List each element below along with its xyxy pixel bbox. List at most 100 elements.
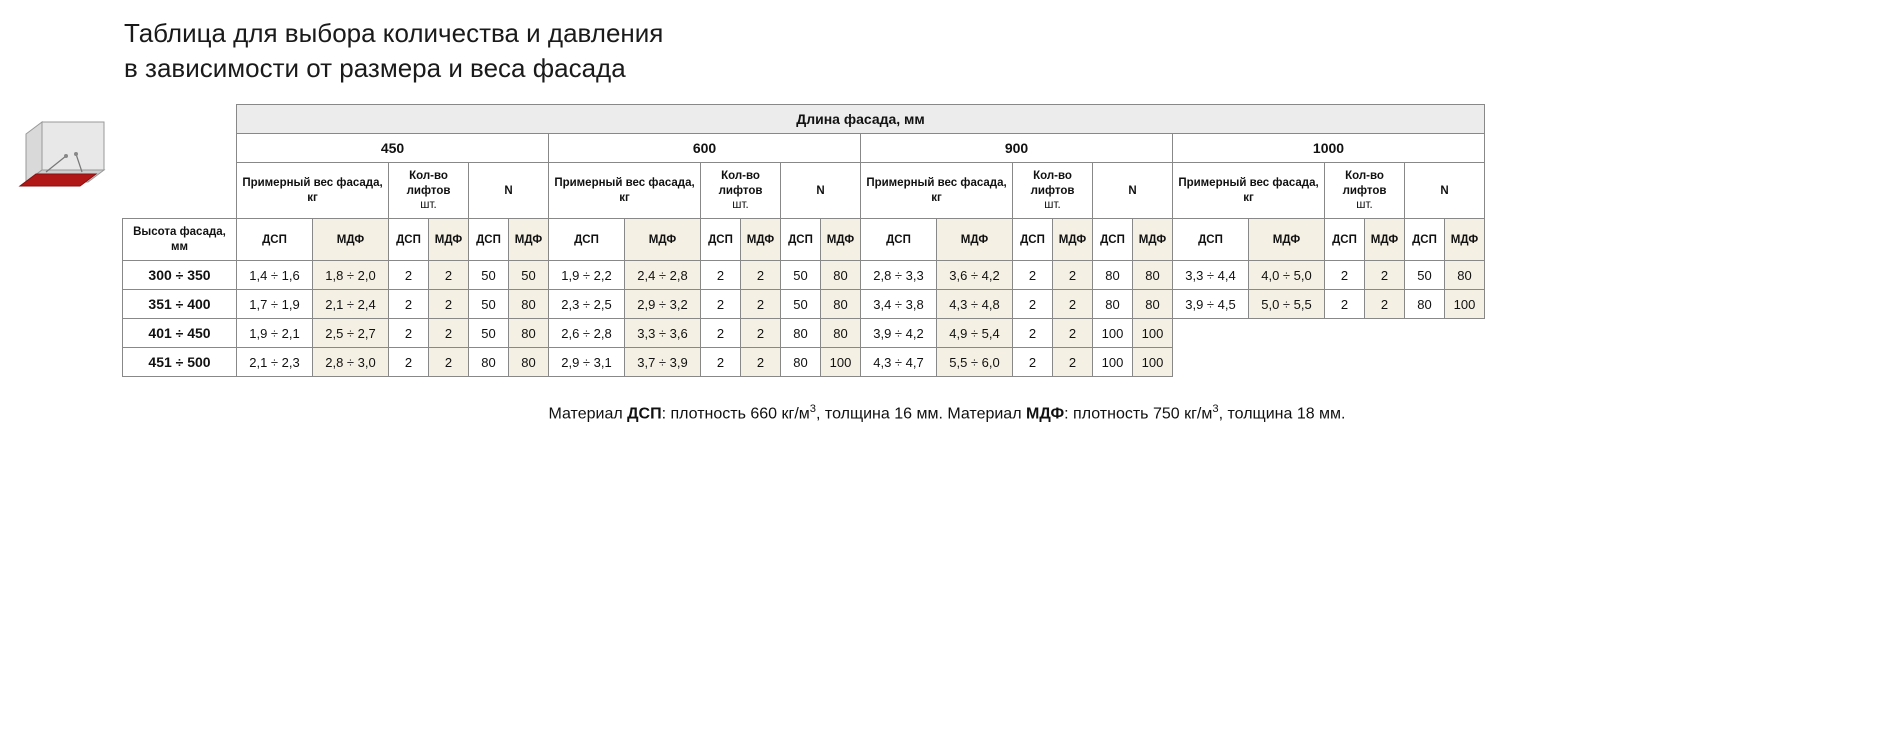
header-length-value: 450 xyxy=(237,134,549,163)
cell-weight-mdf: 3,7 ÷ 3,9 xyxy=(625,348,701,377)
cell-weight-dsp: 2,8 ÷ 3,3 xyxy=(861,261,937,290)
header-mdf: МДФ xyxy=(313,219,389,261)
cell-qty-mdf: 2 xyxy=(429,290,469,319)
cell-qty-dsp: 2 xyxy=(1013,348,1053,377)
cell-weight-dsp: 1,4 ÷ 1,6 xyxy=(237,261,313,290)
header-dsp: ДСП xyxy=(469,219,509,261)
title-line-1: Таблица для выбора количества и давления xyxy=(124,18,663,48)
cell-n-dsp: 50 xyxy=(469,319,509,348)
cell-qty-dsp: 2 xyxy=(1013,261,1053,290)
cell-weight-dsp: 3,9 ÷ 4,5 xyxy=(1173,290,1249,319)
cell-qty-dsp: 2 xyxy=(701,261,741,290)
table-body: 300 ÷ 3501,4 ÷ 1,61,8 ÷ 2,02250501,9 ÷ 2… xyxy=(123,261,1485,377)
cell-qty-mdf: 2 xyxy=(1053,348,1093,377)
cube-illustration xyxy=(14,104,114,204)
cell-n-dsp: 80 xyxy=(781,319,821,348)
header-force: N xyxy=(1405,163,1485,219)
cell-weight-dsp: 3,3 ÷ 4,4 xyxy=(1173,261,1249,290)
row-height: 300 ÷ 350 xyxy=(123,261,237,290)
cell-qty-mdf: 2 xyxy=(741,261,781,290)
header-dsp: ДСП xyxy=(237,219,313,261)
cell-weight-mdf: 4,9 ÷ 5,4 xyxy=(937,319,1013,348)
header-weight: Примерный вес фасада,кг xyxy=(549,163,701,219)
cell-qty-mdf: 2 xyxy=(429,319,469,348)
cell-qty-mdf: 2 xyxy=(1053,261,1093,290)
header-dsp: ДСП xyxy=(549,219,625,261)
table-row: 300 ÷ 3501,4 ÷ 1,61,8 ÷ 2,02250501,9 ÷ 2… xyxy=(123,261,1485,290)
header-dsp: ДСП xyxy=(389,219,429,261)
cell-n-dsp: 50 xyxy=(781,261,821,290)
cell-n-mdf: 80 xyxy=(1133,261,1173,290)
header-mdf: МДФ xyxy=(1445,219,1485,261)
row-height: 451 ÷ 500 xyxy=(123,348,237,377)
cell-n-dsp: 100 xyxy=(1093,319,1133,348)
cell-qty-mdf: 2 xyxy=(429,348,469,377)
header-weight: Примерный вес фасада,кг xyxy=(1173,163,1325,219)
cell-qty-dsp: 2 xyxy=(701,319,741,348)
cell-qty-dsp: 2 xyxy=(389,261,429,290)
header-qty: Кол-во лифтовшт. xyxy=(701,163,781,219)
header-mdf: МДФ xyxy=(509,219,549,261)
cell-weight-mdf: 2,4 ÷ 2,8 xyxy=(625,261,701,290)
row-height: 401 ÷ 450 xyxy=(123,319,237,348)
cell-qty-mdf: 2 xyxy=(741,348,781,377)
cell-n-dsp: 80 xyxy=(1093,261,1133,290)
selection-table: Длина фасада, мм 4506009001000 Примерный… xyxy=(122,104,1485,377)
header-length-value: 1000 xyxy=(1173,134,1485,163)
table-row: 451 ÷ 5002,1 ÷ 2,32,8 ÷ 3,02280802,9 ÷ 3… xyxy=(123,348,1485,377)
header-qty: Кол-во лифтовшт. xyxy=(389,163,469,219)
header-height: Высота фасада, мм xyxy=(123,219,237,261)
cell-weight-mdf: 2,5 ÷ 2,7 xyxy=(313,319,389,348)
header-dsp: ДСП xyxy=(861,219,937,261)
header-dsp: ДСП xyxy=(781,219,821,261)
cell-n-dsp: 50 xyxy=(1405,261,1445,290)
header-mdf: МДФ xyxy=(1053,219,1093,261)
header-force: N xyxy=(1093,163,1173,219)
cell-qty-mdf: 2 xyxy=(1365,261,1405,290)
header-force: N xyxy=(469,163,549,219)
cell-n-mdf: 100 xyxy=(821,348,861,377)
cell-n-dsp: 80 xyxy=(469,348,509,377)
header-dsp: ДСП xyxy=(701,219,741,261)
cell-weight-dsp: 1,9 ÷ 2,1 xyxy=(237,319,313,348)
cell-n-dsp: 50 xyxy=(469,261,509,290)
header-force: N xyxy=(781,163,861,219)
footnote-bold: МДФ xyxy=(1026,405,1064,422)
cell-weight-dsp: 2,9 ÷ 3,1 xyxy=(549,348,625,377)
cell-n-mdf: 80 xyxy=(1445,261,1485,290)
cell-qty-mdf: 2 xyxy=(741,319,781,348)
cell-n-dsp: 80 xyxy=(1405,290,1445,319)
header-mdf: МДФ xyxy=(429,219,469,261)
cell-n-mdf: 100 xyxy=(1133,319,1173,348)
cell-n-dsp: 50 xyxy=(781,290,821,319)
header-length: Длина фасада, мм xyxy=(237,105,1485,134)
table-row: 401 ÷ 4501,9 ÷ 2,12,5 ÷ 2,72250802,6 ÷ 2… xyxy=(123,319,1485,348)
cell-n-mdf: 80 xyxy=(821,290,861,319)
cell-qty-dsp: 2 xyxy=(701,290,741,319)
cell-n-dsp: 50 xyxy=(469,290,509,319)
header-mdf: МДФ xyxy=(937,219,1013,261)
header-mdf: МДФ xyxy=(741,219,781,261)
footnote-text: : плотность 660 кг/м xyxy=(662,405,810,422)
footnote-bold: ДСП xyxy=(627,405,661,422)
cell-weight-dsp: 4,3 ÷ 4,7 xyxy=(861,348,937,377)
cell-weight-dsp: 2,6 ÷ 2,8 xyxy=(549,319,625,348)
cell-n-mdf: 50 xyxy=(509,261,549,290)
cell-weight-dsp: 3,9 ÷ 4,2 xyxy=(861,319,937,348)
cell-qty-mdf: 2 xyxy=(1365,290,1405,319)
cell-qty-dsp: 2 xyxy=(1013,290,1053,319)
cell-qty-mdf: 2 xyxy=(429,261,469,290)
cell-weight-mdf: 5,5 ÷ 6,0 xyxy=(937,348,1013,377)
cell-n-dsp: 80 xyxy=(781,348,821,377)
header-dsp: ДСП xyxy=(1093,219,1133,261)
cell-weight-dsp: 1,7 ÷ 1,9 xyxy=(237,290,313,319)
cell-qty-dsp: 2 xyxy=(1325,261,1365,290)
cell-n-dsp: 100 xyxy=(1093,348,1133,377)
header-mdf: МДФ xyxy=(1249,219,1325,261)
header-qty: Кол-во лифтовшт. xyxy=(1013,163,1093,219)
header-dsp: ДСП xyxy=(1405,219,1445,261)
cell-qty-dsp: 2 xyxy=(389,319,429,348)
cell-n-mdf: 100 xyxy=(1133,348,1173,377)
cell-n-mdf: 80 xyxy=(509,290,549,319)
cell-weight-dsp: 2,1 ÷ 2,3 xyxy=(237,348,313,377)
